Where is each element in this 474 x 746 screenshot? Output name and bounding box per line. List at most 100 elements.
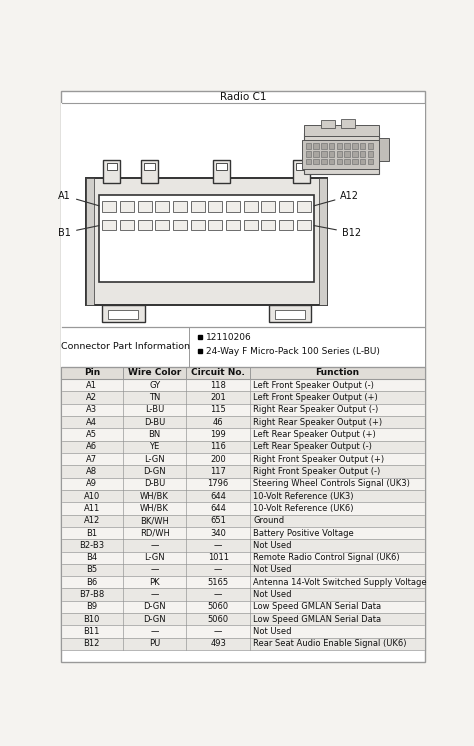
Bar xyxy=(379,138,390,161)
Text: PK: PK xyxy=(149,578,160,587)
Text: PU: PU xyxy=(149,639,160,648)
Bar xyxy=(250,416,425,428)
Bar xyxy=(313,143,319,148)
Bar xyxy=(61,428,123,441)
Text: Ground: Ground xyxy=(253,516,284,525)
Text: Left Rear Speaker Output (+): Left Rear Speaker Output (+) xyxy=(253,430,376,439)
Bar xyxy=(144,163,155,170)
Bar xyxy=(250,589,425,601)
Text: GY: GY xyxy=(149,380,160,389)
Text: Not Used: Not Used xyxy=(253,541,292,550)
Text: D-GN: D-GN xyxy=(143,467,166,476)
Text: A6: A6 xyxy=(86,442,97,451)
Bar xyxy=(186,392,250,404)
Text: A7: A7 xyxy=(86,454,97,463)
Bar xyxy=(186,416,250,428)
Bar xyxy=(186,589,250,601)
Bar xyxy=(186,638,250,650)
Text: 1796: 1796 xyxy=(208,479,229,489)
Bar xyxy=(250,551,425,564)
Text: B4: B4 xyxy=(86,554,97,562)
Bar xyxy=(302,140,379,169)
Bar xyxy=(250,477,425,490)
Bar xyxy=(368,151,373,157)
Text: B10: B10 xyxy=(83,615,100,624)
Bar xyxy=(213,160,230,183)
Text: Low Speed GMLAN Serial Data: Low Speed GMLAN Serial Data xyxy=(253,615,381,624)
Bar xyxy=(186,539,250,551)
Text: L-GN: L-GN xyxy=(144,554,165,562)
Bar xyxy=(123,551,186,564)
Text: 5165: 5165 xyxy=(208,578,228,587)
Text: Left Rear Speaker Output (-): Left Rear Speaker Output (-) xyxy=(253,442,372,451)
Bar xyxy=(329,143,334,148)
Bar xyxy=(352,151,357,157)
Bar xyxy=(123,601,186,613)
Bar xyxy=(297,201,310,212)
Text: Pin: Pin xyxy=(84,369,100,377)
Bar xyxy=(186,490,250,502)
Bar xyxy=(186,527,250,539)
Bar xyxy=(61,502,123,515)
Bar xyxy=(191,219,205,231)
Bar xyxy=(61,367,123,379)
Bar xyxy=(108,310,138,319)
Bar xyxy=(244,219,257,231)
Bar xyxy=(186,441,250,453)
Bar xyxy=(360,159,365,164)
Bar xyxy=(337,151,342,157)
Text: —: — xyxy=(150,627,159,636)
Bar xyxy=(261,201,275,212)
Bar xyxy=(186,367,250,379)
Text: —: — xyxy=(150,565,159,574)
Bar xyxy=(155,201,169,212)
Text: L-GN: L-GN xyxy=(144,454,165,463)
Text: —: — xyxy=(150,590,159,599)
Bar xyxy=(306,143,311,148)
Text: D-GN: D-GN xyxy=(143,615,166,624)
Text: B7-B8: B7-B8 xyxy=(79,590,104,599)
Bar xyxy=(304,125,379,136)
Bar xyxy=(250,601,425,613)
Bar xyxy=(352,143,357,148)
Text: B9: B9 xyxy=(86,603,97,612)
Bar xyxy=(368,159,373,164)
Text: 644: 644 xyxy=(210,504,226,513)
Bar xyxy=(141,160,158,183)
Bar xyxy=(123,527,186,539)
Text: A8: A8 xyxy=(86,467,97,476)
Text: 12110206: 12110206 xyxy=(206,333,252,342)
Text: Right Rear Speaker Output (+): Right Rear Speaker Output (+) xyxy=(253,418,382,427)
Bar xyxy=(123,613,186,625)
Bar xyxy=(61,477,123,490)
Text: 5060: 5060 xyxy=(208,603,228,612)
Bar xyxy=(250,625,425,638)
Bar xyxy=(329,159,334,164)
Text: Right Front Speaker Output (-): Right Front Speaker Output (-) xyxy=(253,467,380,476)
Bar xyxy=(186,625,250,638)
Bar xyxy=(61,613,123,625)
Bar xyxy=(337,159,342,164)
Bar xyxy=(250,539,425,551)
Bar xyxy=(321,143,327,148)
Bar xyxy=(250,564,425,576)
Bar xyxy=(250,515,425,527)
Bar xyxy=(61,589,123,601)
Text: B12: B12 xyxy=(83,639,100,648)
Text: Rear Seat Audio Enable Signal (UK6): Rear Seat Audio Enable Signal (UK6) xyxy=(253,639,407,648)
Text: 24-Way F Micro-Pack 100 Series (L-BU): 24-Way F Micro-Pack 100 Series (L-BU) xyxy=(206,347,380,356)
Text: A5: A5 xyxy=(86,430,97,439)
Bar xyxy=(123,625,186,638)
Bar xyxy=(123,466,186,477)
Bar xyxy=(123,367,186,379)
Bar xyxy=(138,219,152,231)
Text: B1: B1 xyxy=(58,225,99,238)
Bar xyxy=(313,151,319,157)
Bar xyxy=(186,477,250,490)
Bar xyxy=(186,404,250,416)
Bar xyxy=(120,201,134,212)
Bar xyxy=(329,151,334,157)
Bar xyxy=(61,625,123,638)
Text: Function: Function xyxy=(315,369,360,377)
Bar xyxy=(123,477,186,490)
